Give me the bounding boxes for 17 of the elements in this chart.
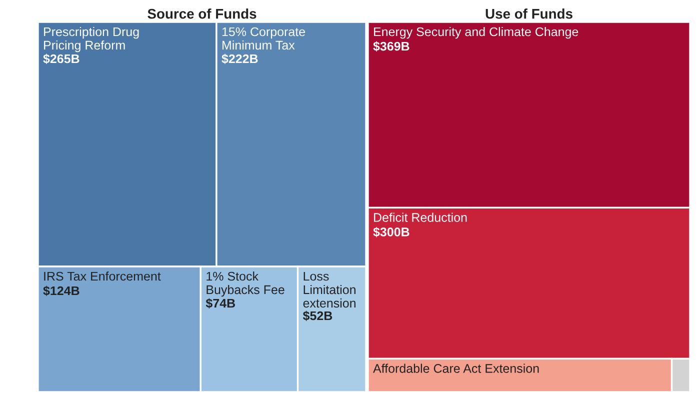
category-label: Energy Security and Climate Change [374, 27, 578, 39]
data-label: $265B [43, 54, 80, 64]
category-label: 15% Corporate Minimum Tax [222, 27, 305, 50]
text: Use of Funds [486, 8, 572, 19]
data-label: $222B [222, 54, 258, 64]
category-label: Deficit Reduction [374, 212, 467, 222]
data-label: $300B [373, 226, 410, 238]
category-label: Affordable Care Act Extension [373, 364, 539, 373]
data-label: $124B [43, 286, 80, 296]
category-label: Prescription Drug Pricing Reform [44, 27, 139, 52]
category-label: IRS Tax Enforcement [44, 272, 161, 281]
category-label: 1% Stock Buybacks Fee [206, 271, 284, 297]
text: Source of Funds [148, 8, 256, 19]
category-label: Loss Limitation extension [303, 272, 356, 308]
data-label: $74B [206, 298, 236, 308]
data-label: $52B [302, 310, 332, 321]
data-label: $369B [373, 41, 410, 52]
